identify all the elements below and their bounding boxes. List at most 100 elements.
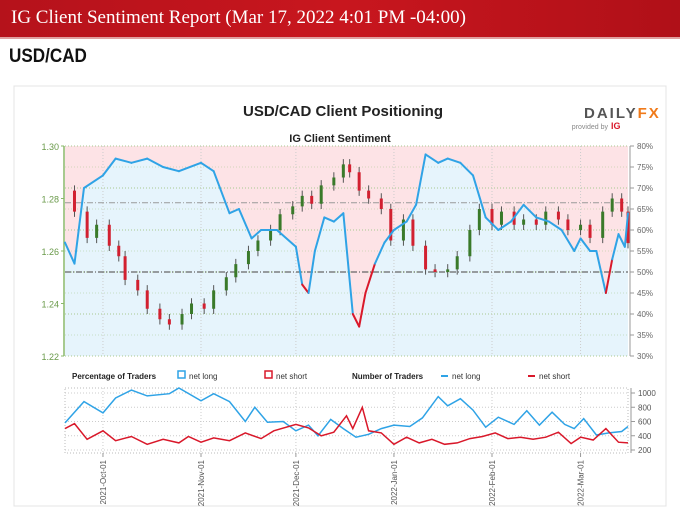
candle [367, 190, 371, 199]
y-right-tick-label: 35% [637, 331, 653, 340]
sentiment-line-segment [64, 241, 76, 265]
sentiment-line-segment [146, 157, 165, 168]
sentiment-line-segment [82, 174, 104, 189]
logo-brand: DAILYFX [584, 105, 661, 122]
sentiment-line-segment [573, 237, 582, 252]
candle [269, 230, 273, 241]
candle [95, 224, 99, 238]
sentiment-line-segment [459, 161, 475, 177]
y-left-tick-label: 1.26 [41, 247, 59, 257]
candle [424, 245, 428, 270]
candle [522, 219, 526, 225]
sentiment-line-segment [437, 157, 449, 164]
sentiment-line-segment [332, 212, 345, 223]
candle [117, 245, 121, 257]
candle [158, 308, 162, 320]
legend-pct-short: net short [276, 372, 308, 381]
sentiment-line-segment [301, 283, 310, 294]
legend-pct-long-swatch [177, 370, 186, 379]
candle [300, 195, 304, 207]
y-left-tick-label: 1.22 [41, 352, 59, 362]
x-tick-label: 2022-Jan-01 [390, 459, 399, 504]
candle [610, 198, 614, 212]
report-title: IG Client Sentiment Report (Mar 17, 2022… [11, 7, 466, 28]
sentiment-line-segment [522, 203, 538, 219]
sentiment-line-segment [351, 313, 361, 328]
report-banner: IG Client Sentiment Report (Mar 17, 2022… [0, 0, 680, 39]
net-short-count-line [64, 405, 629, 446]
candle [180, 314, 184, 325]
legend-pct-long: net long [189, 372, 217, 381]
sentiment-line-segment [313, 216, 326, 252]
sentiment-line-segment [560, 229, 576, 252]
y-right-tick-label: 70% [637, 184, 653, 193]
candle [601, 211, 605, 238]
net-long-count-line [64, 387, 629, 439]
y-right-tick-label: 60% [637, 226, 653, 235]
candle [357, 172, 361, 191]
sentiment-line-segment [162, 166, 180, 173]
candle [499, 211, 503, 225]
sentiment-line-segment [405, 203, 418, 223]
candle [145, 290, 149, 309]
legend-pct-short-swatch [264, 370, 273, 379]
sentiment-line-segment [547, 220, 563, 231]
x-tick-label: 2022-Feb-01 [488, 459, 497, 505]
sentiment-line-segment [177, 161, 203, 173]
legend-num-long: net long [452, 372, 480, 381]
y-right-tick-label: 45% [637, 289, 653, 298]
candle [379, 198, 383, 209]
logo-ig: IG [611, 121, 621, 131]
sentiment-line-segment [497, 220, 512, 231]
candle [626, 211, 630, 244]
candle [588, 224, 592, 238]
sentiment-line-segment [342, 212, 354, 315]
sentiment-line-segment [358, 292, 367, 328]
dailyfx-logo: DAILYFX provided by IG [572, 105, 661, 131]
candle [310, 195, 314, 204]
candle [341, 164, 345, 178]
sentiment-line-segment [424, 153, 440, 164]
sentiment-line-segment [472, 174, 487, 219]
candle [202, 303, 206, 309]
sentiment-line-segment [373, 241, 386, 265]
legend: Percentage of Traders net long net short… [72, 370, 571, 381]
candle [490, 209, 494, 225]
x-tick-label: 2021-Nov-01 [197, 459, 206, 506]
candle [212, 290, 216, 309]
x-tick-label: 2022-Mar-01 [577, 459, 586, 505]
candle [72, 190, 76, 212]
candle [348, 164, 352, 173]
lower-y-tick-label: 800 [638, 403, 652, 412]
candle [433, 269, 437, 272]
candle [579, 224, 583, 230]
y-right-tick-label: 40% [637, 310, 653, 319]
y-right-tick-label: 55% [637, 247, 653, 256]
candle [468, 230, 472, 257]
chart-title: USD/CAD Client Positioning [243, 103, 443, 120]
sentiment-line-segment [535, 216, 550, 223]
sentiment-line-segment [114, 157, 133, 164]
candle [389, 209, 393, 241]
sentiment-line-segment [228, 208, 240, 215]
legend-num-label: Number of Traders [352, 372, 424, 381]
sentiment-line-segment [212, 170, 231, 215]
sentiment-line-segment [323, 216, 335, 223]
candle [123, 256, 127, 280]
sentiment-line-segment [130, 157, 149, 164]
y-right-tick-label: 65% [637, 205, 653, 214]
candle [107, 224, 111, 246]
lower-y-tick-label: 1000 [638, 389, 656, 398]
candle [534, 219, 538, 225]
candle [332, 177, 336, 186]
candle [477, 209, 481, 230]
candle [256, 240, 260, 251]
x-tick-label: 2021-Dec-01 [292, 459, 301, 506]
candle [566, 219, 570, 230]
lower-y-tick-label: 600 [638, 418, 652, 427]
candle [556, 211, 560, 220]
candle [620, 198, 624, 212]
lower-y-tick-label: 400 [638, 432, 652, 441]
sentiment-line-segment [294, 245, 304, 286]
